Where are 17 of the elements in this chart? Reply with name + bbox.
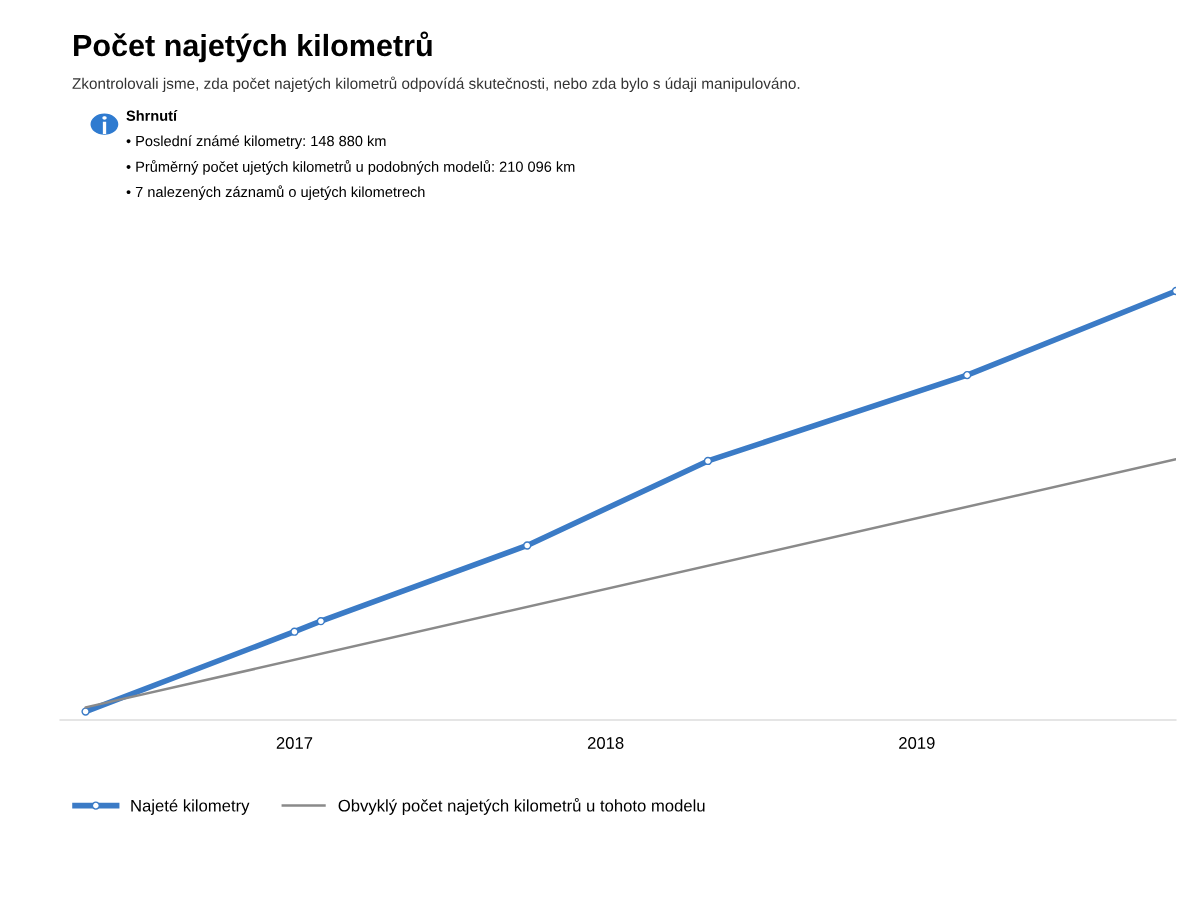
text: • Poslední známé kilometry: 148 880 km <box>126 135 386 150</box>
chart-title: Počet najetých kilometrů <box>74 31 432 63</box>
text: • 7 nalezených záznamů o ujetých kilometrech <box>126 185 425 200</box>
point <box>81 707 90 716</box>
x-tick-label: 2019 <box>899 737 935 749</box>
point <box>523 541 532 550</box>
point <box>316 617 326 626</box>
legend-label: Najeté kilometry <box>131 799 250 815</box>
x-tick-label: 2018 <box>587 737 624 749</box>
point <box>290 627 299 636</box>
point <box>962 370 972 380</box>
text: Shrnutí <box>126 110 178 121</box>
text: • Průměrný počet ujetých kilometrů u podobných modelů: 210 096 km <box>126 160 575 175</box>
chart-subtitle: Zkontrolovali jsme, zda počet najetých kilometrů odpovídá skutečnosti, nebo zda bylo s údaji manipulováno. <box>72 76 800 92</box>
x-tick-label: 2017 <box>276 737 313 749</box>
legend-label: Obvyklý počet najetých kilometrů u tohoto modelu <box>338 798 705 815</box>
point <box>703 456 713 466</box>
